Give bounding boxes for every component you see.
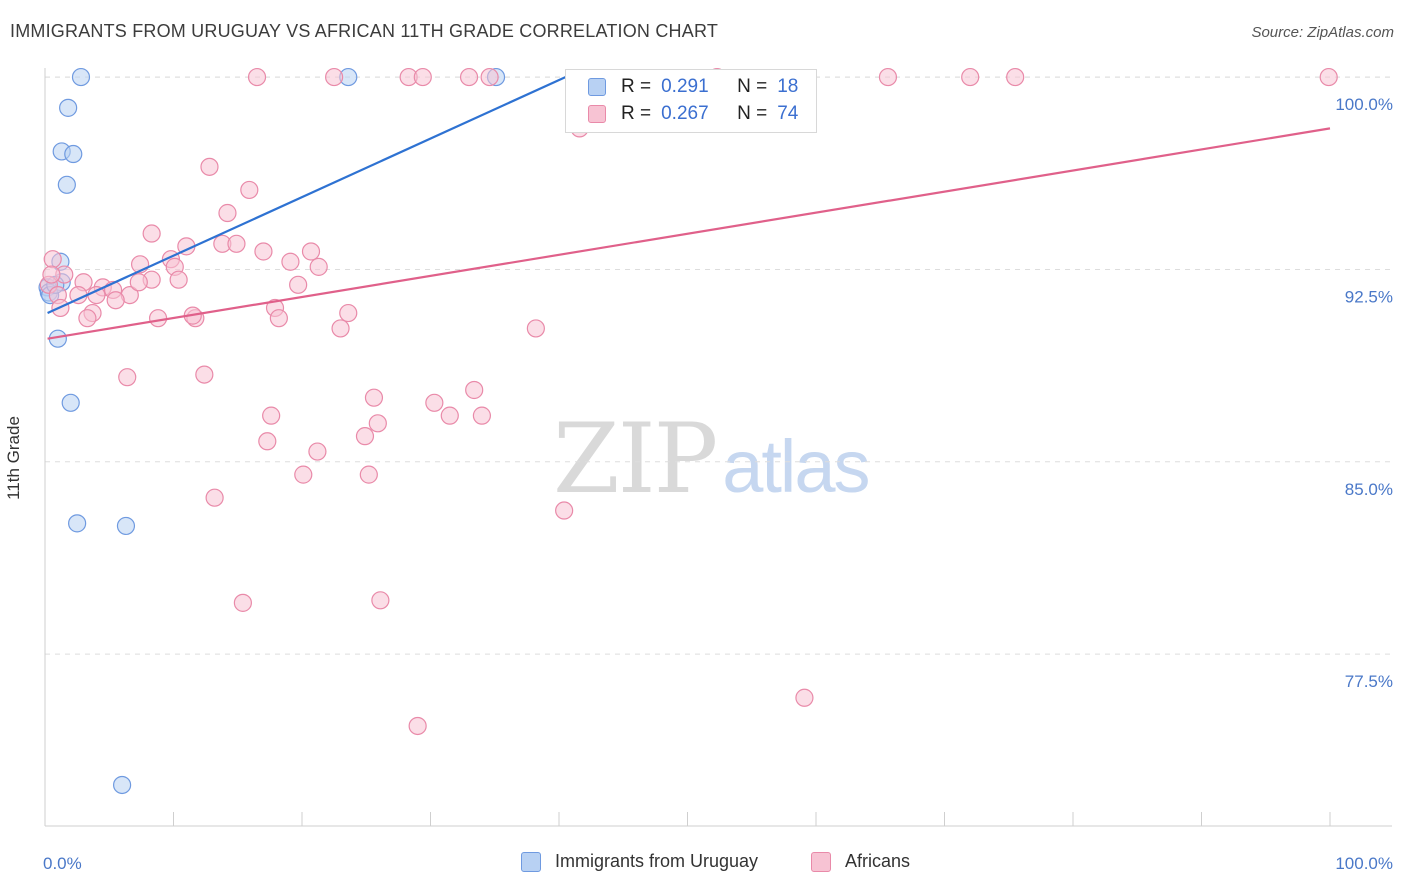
- uruguay-data-point: [59, 98, 78, 117]
- africans-data-point: [1006, 67, 1025, 87]
- africans-data-point: [408, 716, 427, 736]
- africans-data-point: [325, 67, 344, 87]
- africans-data-point: [472, 406, 491, 425]
- africans-data-point: [308, 442, 327, 461]
- uruguay-data-point: [112, 775, 132, 795]
- source-credit: Source: ZipAtlas.com: [1251, 24, 1394, 41]
- africans-data-point: [1319, 67, 1338, 87]
- legend-swatch-africans: [588, 105, 606, 123]
- africans-data-point: [364, 388, 384, 407]
- grid-layer: [45, 76, 1392, 655]
- africans-data-point: [118, 368, 137, 387]
- africans-data-point: [240, 180, 259, 200]
- africans-data-point: [281, 252, 300, 271]
- africans-data-point: [355, 427, 375, 446]
- africans-data-point: [269, 309, 288, 328]
- africans-data-point: [218, 203, 237, 223]
- legend-n-label: N =: [737, 103, 768, 124]
- africans-data-point: [43, 250, 62, 269]
- africans-data-point: [294, 465, 313, 484]
- africans-data-point: [254, 242, 273, 261]
- africans-data-point: [339, 303, 358, 323]
- legend-row-uruguay: R = 0.291 N = 18: [588, 75, 798, 99]
- watermark-atlas: atlas: [722, 425, 870, 508]
- africans-data-point: [555, 501, 574, 520]
- africans-data-point: [142, 224, 161, 243]
- africans-trend-line: [47, 127, 1331, 340]
- africans-data-point: [247, 67, 267, 87]
- africans-data-point: [795, 688, 814, 707]
- legend-swatch-uruguay: [521, 851, 541, 872]
- legend-r-value: 0.291: [661, 76, 709, 97]
- africans-data-point: [200, 157, 219, 176]
- uruguay-trend-line: [47, 76, 566, 315]
- africans-data-point: [227, 234, 246, 253]
- x-tick-label: 100.0%: [1335, 854, 1393, 873]
- tick-label-layer: 77.5% 85.0% 92.5% 100.0% 0.0% 100.0%: [43, 95, 1393, 873]
- africans-data-point: [465, 380, 484, 400]
- correlation-legend: R = 0.291 N = 18 R = 0.267 N = 74: [565, 69, 817, 133]
- watermark-zip: ZIP: [553, 403, 718, 515]
- africans-data-point: [301, 242, 321, 261]
- africans-data-point: [480, 67, 499, 87]
- africans-data-point: [526, 319, 545, 338]
- uruguay-data-point: [68, 514, 87, 533]
- axis-layer: [44, 68, 1392, 827]
- africans-data-point: [331, 319, 350, 338]
- africans-data-point: [371, 591, 390, 610]
- watermark: ZIPatlas: [553, 403, 871, 515]
- legend-label-africans: Africans: [845, 851, 911, 871]
- africans-data-point: [413, 67, 432, 87]
- y-tick-label: 92.5%: [1345, 287, 1393, 306]
- y-tick-label: 85.0%: [1345, 480, 1393, 499]
- legend-n-label: N =: [737, 76, 768, 97]
- africans-data-point: [106, 291, 125, 310]
- legend-item-uruguay[interactable]: Immigrants from Uruguay: [521, 851, 758, 872]
- uruguay-data-point: [57, 175, 76, 194]
- legend-r-label: R =: [621, 103, 652, 124]
- uruguay-data-point: [61, 393, 80, 412]
- y-tick-label: 77.5%: [1345, 672, 1393, 691]
- africans-data-point: [359, 465, 378, 484]
- legend-n-value: 18: [777, 76, 799, 97]
- chart-title: IMMIGRANTS FROM URUGUAY VS AFRICAN 11TH …: [10, 21, 719, 41]
- legend-swatch-africans: [811, 851, 831, 872]
- series-uruguay-points: [38, 67, 506, 795]
- legend-label-uruguay: Immigrants from Uruguay: [555, 851, 759, 871]
- x-tick-label: 0.0%: [43, 854, 82, 873]
- africans-data-point: [878, 67, 898, 87]
- africans-data-point: [440, 406, 459, 425]
- legend-swatch-uruguay: [588, 78, 606, 96]
- uruguay-data-point: [71, 67, 91, 87]
- africans-data-point: [262, 406, 281, 425]
- africans-data-point: [169, 270, 188, 289]
- series-africans-points: [39, 67, 1338, 736]
- africans-data-point: [961, 67, 980, 87]
- africans-data-point: [309, 257, 328, 276]
- africans-data-point: [425, 393, 444, 412]
- africans-data-point: [258, 432, 277, 451]
- uruguay-data-point: [64, 144, 83, 164]
- legend-n-value: 74: [777, 103, 799, 124]
- legend-item-africans[interactable]: Africans: [811, 851, 910, 872]
- africans-data-point: [42, 265, 61, 284]
- africans-data-point: [205, 488, 224, 507]
- africans-data-point: [195, 365, 214, 384]
- africans-data-point: [233, 593, 252, 612]
- africans-data-point: [289, 275, 308, 294]
- africans-data-point: [78, 309, 97, 328]
- africans-data-point: [459, 67, 479, 87]
- legend-r-value: 0.267: [661, 103, 709, 124]
- uruguay-data-point: [116, 516, 136, 536]
- africans-data-point: [129, 273, 148, 292]
- africans-data-point: [368, 414, 387, 433]
- africans-data-point: [148, 309, 168, 328]
- legend-r-label: R =: [621, 76, 652, 97]
- legend-row-africans: R = 0.267 N = 74: [588, 102, 798, 126]
- trend-layer: [47, 76, 1331, 340]
- y-tick-label: 100.0%: [1335, 95, 1393, 114]
